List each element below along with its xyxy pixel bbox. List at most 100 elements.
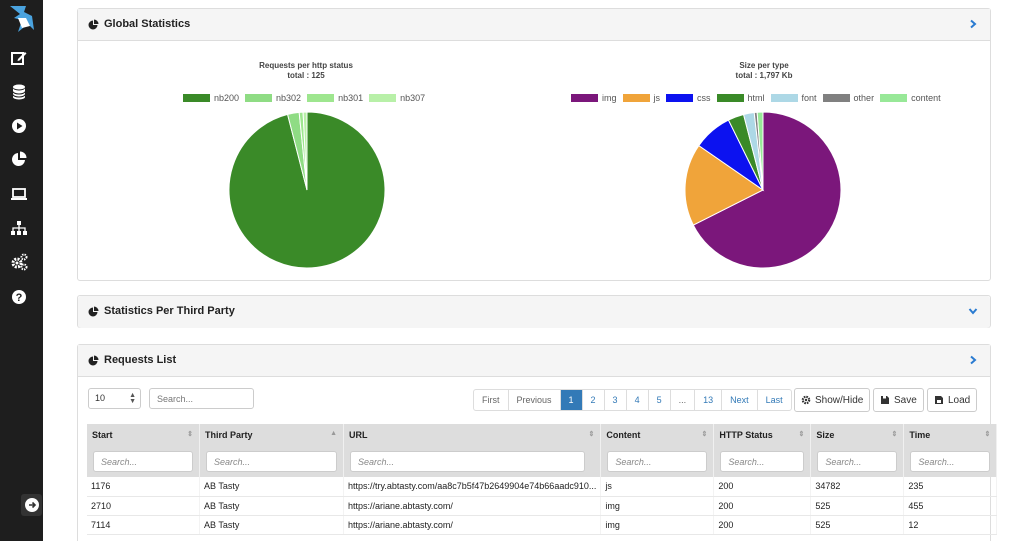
table-row[interactable]: 2710 AB Tasty https://ariane.abtasty.com/i… — [87, 496, 998, 516]
column-header-label: Third Party — [205, 430, 253, 440]
chevron-right-icon[interactable] — [968, 19, 978, 29]
pager-13[interactable]: 13 — [695, 390, 723, 410]
pie-chart-icon[interactable] — [10, 150, 28, 168]
panel-title: Global Statistics — [104, 18, 191, 30]
table-cell: 7114 — [87, 515, 200, 535]
column-filter-input[interactable]: Search... — [93, 451, 193, 472]
pie-slice-content[interactable] — [756, 111, 764, 191]
legend-label: nb200 — [214, 93, 240, 103]
chevron-right-icon[interactable] — [968, 355, 978, 365]
column-filter-input[interactable]: Search... — [350, 451, 585, 472]
column-header[interactable]: Start ⇕ — [87, 424, 200, 446]
panel-header[interactable]: Statistics Per Third Party — [78, 296, 990, 328]
pie-chart-size — [684, 111, 842, 269]
load-button[interactable]: Load — [927, 388, 978, 412]
pie-slice-nb307[interactable] — [302, 111, 308, 191]
column-header[interactable]: Third Party ▲ — [199, 424, 344, 446]
legend-label: nb301 — [338, 93, 364, 103]
legend-swatch — [369, 94, 397, 102]
sort-icon: ⇕ — [701, 431, 708, 438]
pager-first[interactable]: First — [474, 390, 509, 410]
legend-item[interactable]: nb302 — [245, 93, 301, 103]
laptop-icon[interactable] — [10, 185, 28, 203]
legend-item[interactable]: font — [770, 93, 817, 103]
table-cell: 34782 — [810, 477, 905, 497]
table-cell: https://try.abtasty.com/aa8c7b5f47b26499… — [343, 477, 602, 497]
filter-cell: Search... — [713, 446, 812, 477]
table-cell: 525 — [810, 496, 905, 516]
column-header[interactable]: Size ⇕ — [810, 424, 905, 446]
pie-chart-status — [228, 111, 386, 269]
legend-label: css — [697, 93, 711, 103]
legend-swatch — [245, 94, 273, 102]
column-filter-input[interactable]: Search... — [910, 451, 991, 472]
edit-icon[interactable] — [10, 49, 28, 67]
play-icon[interactable] — [10, 117, 28, 135]
column-header-label: Size — [816, 430, 835, 440]
page-size-select[interactable]: 10 ▲ ▼ — [88, 388, 141, 409]
legend-swatch — [571, 94, 598, 102]
legend-item[interactable]: content — [880, 93, 941, 103]
legend-item[interactable]: img — [571, 93, 617, 103]
legend-item[interactable]: other — [822, 93, 874, 103]
table-row[interactable]: 1176 AB Tasty https://try.abtasty.com/aa8c… — [87, 477, 998, 497]
table-header-row: Start ⇕ Third Party ▲ URL ⇕ Content ⇕ HTTP Statu… — [87, 424, 998, 446]
legend-label: html — [747, 93, 765, 103]
filter-cell: Search... — [600, 446, 715, 477]
pager-5[interactable]: 5 — [649, 390, 671, 410]
legend-item[interactable]: html — [716, 93, 765, 103]
column-header[interactable]: Content ⇕ — [600, 424, 715, 446]
panel-title: Requests List — [104, 354, 177, 366]
sort-icon: ⇕ — [891, 431, 898, 438]
pager-2[interactable]: 2 — [583, 390, 605, 410]
table-row[interactable]: 7114 AB Tasty https://ariane.abtasty.com/i… — [87, 515, 998, 535]
table-filter-row: Search... Search... Search... Search... Sear… — [87, 446, 998, 477]
column-filter-input[interactable]: Search... — [206, 451, 337, 472]
legend-item[interactable]: nb200 — [183, 93, 239, 103]
global-statistics-panel: Global Statistics Requests per http stat… — [77, 8, 991, 281]
table-cell: 2710 — [87, 496, 200, 516]
chart-title-size: Size per type total : 1,797 Kb — [684, 61, 844, 81]
table-body: 1176 AB Tasty https://try.abtasty.com/aa8c… — [87, 477, 998, 535]
column-header[interactable]: Time ⇕ — [903, 424, 998, 446]
sitemap-icon[interactable] — [10, 219, 28, 237]
database-icon[interactable] — [10, 83, 28, 101]
pager-4[interactable]: 4 — [627, 390, 649, 410]
legend-swatch — [666, 94, 694, 102]
main-content: Global Statistics Requests per http stat… — [43, 0, 1024, 541]
column-header[interactable]: HTTP Status ⇕ — [713, 424, 812, 446]
help-icon[interactable]: ? — [10, 288, 28, 306]
pager-3[interactable]: 3 — [605, 390, 627, 410]
pager-previous[interactable]: Previous — [509, 390, 561, 410]
column-header[interactable]: URL ⇕ — [343, 424, 602, 446]
legend-item[interactable]: css — [666, 93, 711, 103]
pager-next[interactable]: Next — [722, 390, 758, 410]
sidebar-toggle-button[interactable] — [21, 494, 42, 516]
table-cell: 12 — [903, 515, 998, 535]
save-button[interactable]: Save — [873, 388, 924, 412]
panel-header[interactable]: Requests List — [78, 345, 990, 377]
pie-slice-js[interactable] — [684, 144, 764, 226]
pie-slice-img[interactable] — [692, 111, 842, 269]
pager-1[interactable]: 1 — [560, 390, 583, 410]
table-cell: 525 — [810, 515, 905, 535]
legend-item[interactable]: nb301 — [307, 93, 363, 103]
column-header-label: Time — [909, 430, 931, 440]
search-input[interactable]: Search... — [149, 388, 254, 409]
show-hide-button[interactable]: Show/Hide — [794, 388, 871, 412]
column-filter-input[interactable]: Search... — [817, 451, 898, 472]
filter-cell: Search... — [343, 446, 602, 477]
panel-header[interactable]: Global Statistics — [78, 9, 990, 41]
sort-icon: ⇕ — [798, 431, 805, 438]
column-filter-input[interactable]: Search... — [720, 451, 805, 472]
cogs-icon[interactable] — [10, 253, 28, 271]
column-header-label: Content — [606, 430, 641, 440]
column-filter-input[interactable]: Search... — [607, 451, 708, 472]
logo — [10, 6, 34, 32]
chevron-down-icon[interactable] — [968, 306, 978, 316]
legend-item[interactable]: js — [622, 93, 660, 103]
legend-item[interactable]: nb307 — [369, 93, 425, 103]
pager-last[interactable]: Last — [765, 395, 783, 405]
table-cell: https://ariane.abtasty.com/ — [343, 515, 602, 535]
table-cell: 200 — [713, 515, 812, 535]
